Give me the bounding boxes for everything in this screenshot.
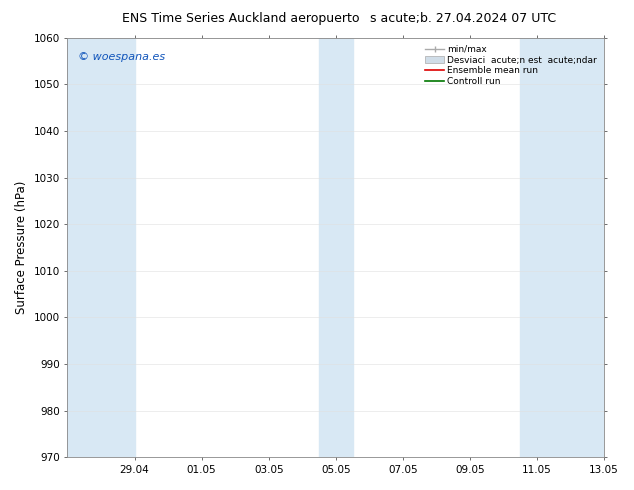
Bar (521, 38, 604, 457)
Text: s acute;b. 27.04.2024 07 UTC: s acute;b. 27.04.2024 07 UTC (370, 12, 556, 25)
Y-axis label: Surface Pressure (hPa): Surface Pressure (hPa) (15, 181, 28, 314)
Legend: min/max, Desviaci  acute;n est  acute;ndar, Ensemble mean run, Controll run: min/max, Desviaci acute;n est acute;ndar… (423, 42, 600, 89)
Text: © woespana.es: © woespana.es (78, 52, 165, 62)
Bar (319, 38, 353, 457)
Text: ENS Time Series Auckland aeropuerto: ENS Time Series Auckland aeropuerto (122, 12, 359, 25)
Bar (67, 38, 134, 457)
